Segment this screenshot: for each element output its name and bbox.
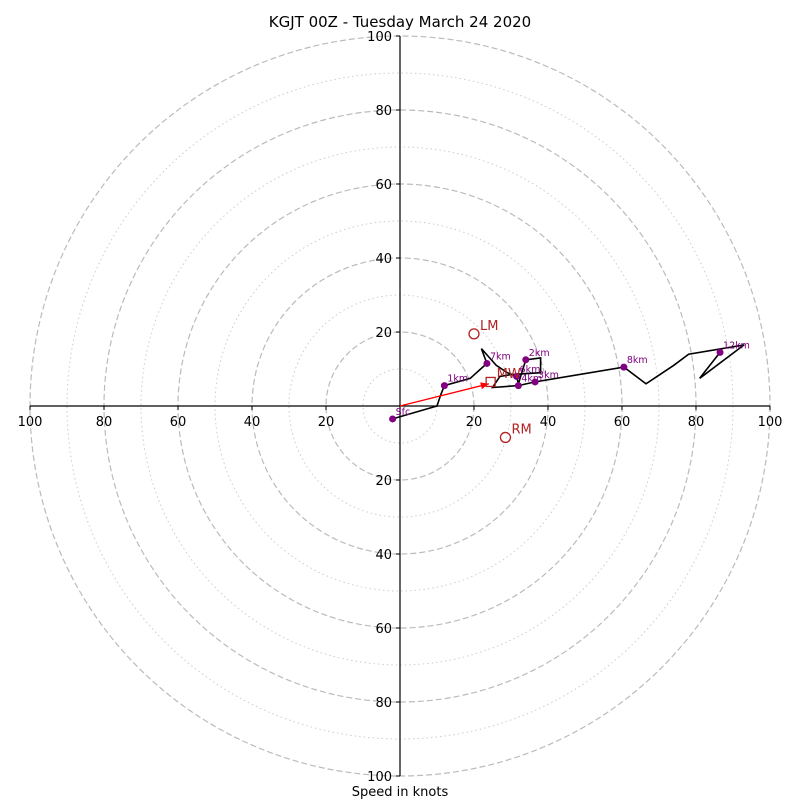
height-marker xyxy=(522,356,530,364)
height-label: 7km xyxy=(490,351,511,362)
y-tick-label: 60 xyxy=(375,622,392,637)
height-label: 8km xyxy=(627,355,648,366)
height-label: 3km xyxy=(538,370,559,381)
y-tick-label: 40 xyxy=(375,252,392,267)
height-marker xyxy=(514,382,522,390)
hodograph-line xyxy=(392,344,745,420)
y-tick-label: 80 xyxy=(375,696,392,711)
height-label: 6km xyxy=(520,364,541,375)
height-marker xyxy=(716,348,724,356)
height-label: 2km xyxy=(529,348,550,359)
height-label: 12km xyxy=(723,340,750,351)
height-marker xyxy=(620,363,628,371)
storm-motion-marker xyxy=(499,431,512,444)
height-marker xyxy=(483,359,491,367)
y-tick-label: 60 xyxy=(375,178,392,193)
x-tick-label: 60 xyxy=(170,415,187,430)
y-tick-label: 20 xyxy=(375,474,392,489)
shear-vector-arrowhead xyxy=(480,382,489,390)
storm-motion-label: RM xyxy=(511,422,531,437)
storm-motion-marker xyxy=(468,328,480,340)
height-marker xyxy=(513,372,521,380)
x-tick-label: 40 xyxy=(540,415,557,430)
height-label: Sfc xyxy=(396,407,411,418)
y-tick-label: 80 xyxy=(375,104,392,119)
x-tick-label: 20 xyxy=(466,415,483,430)
y-tick-label: 100 xyxy=(367,770,392,785)
x-tick-label: 60 xyxy=(614,415,631,430)
x-axis-label: Speed in knots xyxy=(352,785,449,800)
chart-title: KGJT 00Z - Tuesday March 24 2020 xyxy=(269,13,531,31)
mean-wind-marker xyxy=(485,376,496,388)
storm-motion-label: LM xyxy=(480,319,498,334)
storm-motion-markers: LM RM MW xyxy=(399,319,532,444)
height-marker xyxy=(389,415,397,423)
height-label: 4km xyxy=(521,374,542,385)
x-tick-label: 40 xyxy=(244,415,261,430)
shear-vector-line xyxy=(399,383,489,407)
storm-motion-label: MW xyxy=(497,367,521,382)
x-tick-label: 80 xyxy=(688,415,705,430)
y-tick-label: 40 xyxy=(375,548,392,563)
height-marker xyxy=(531,378,539,386)
y-tick-label: 20 xyxy=(375,326,392,341)
x-tick-label: 100 xyxy=(18,415,43,430)
x-tick-label: 20 xyxy=(318,415,335,430)
x-tick-label: 100 xyxy=(758,415,783,430)
y-tick-label: 100 xyxy=(367,30,392,45)
x-tick-label: 80 xyxy=(96,415,113,430)
height-marker xyxy=(440,382,448,390)
height-label: 1km xyxy=(447,374,468,385)
tick-labels: 20 20 20 20 40 40 40 40 60 60 60 60 80 80 80 80 100 100 10… xyxy=(18,30,783,785)
